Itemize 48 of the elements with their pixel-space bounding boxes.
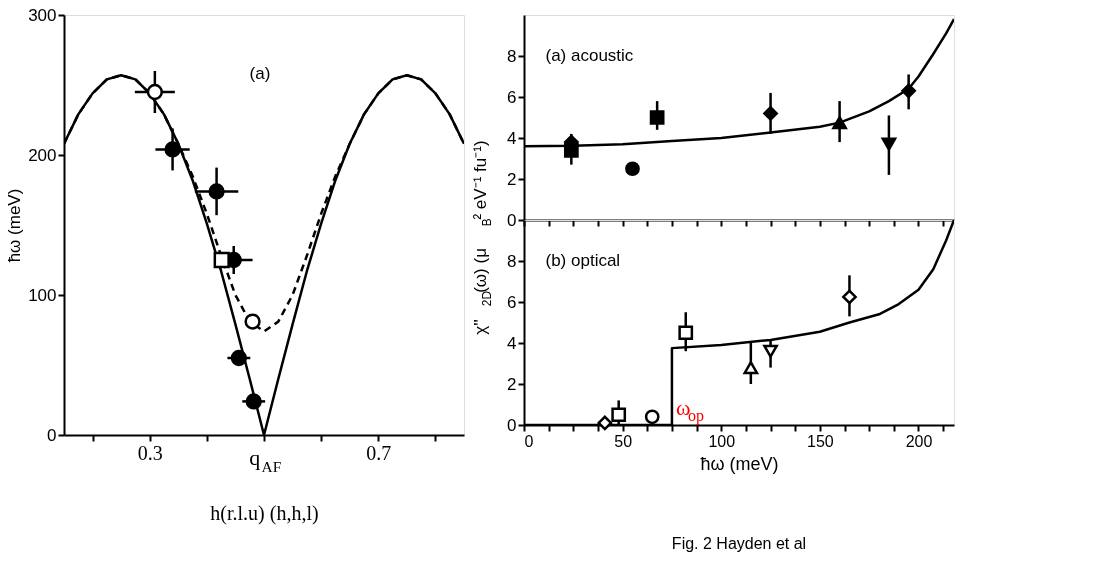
point	[146, 83, 163, 101]
point	[213, 251, 230, 269]
y-tick-label: 6	[507, 87, 517, 107]
y-tick-label: 0	[507, 210, 517, 230]
y-tick-label: 300	[28, 5, 57, 25]
x-tick-label: 50	[614, 432, 633, 450]
y-tick-label: 8	[507, 46, 517, 66]
y-tick-label: 8	[507, 251, 517, 271]
point	[763, 344, 778, 358]
y-tick-label: 6	[507, 292, 517, 312]
point	[881, 137, 897, 151]
point	[832, 116, 847, 130]
point	[208, 183, 225, 200]
x-tick-label: 0	[524, 432, 534, 450]
point	[743, 361, 759, 375]
x-tick-label: 200	[905, 432, 933, 450]
point	[611, 407, 627, 423]
x-tick-label: 150	[807, 432, 834, 450]
y-tick-label: 200	[28, 145, 57, 165]
point	[678, 325, 694, 341]
point	[230, 349, 247, 367]
annotation: (a)	[249, 63, 271, 83]
y-tick-label: 4	[507, 128, 517, 148]
point	[649, 110, 665, 125]
point	[244, 313, 261, 330]
y-tick-label: 100	[28, 285, 57, 305]
y-axis-title: ħω (meV)	[5, 188, 25, 263]
point	[901, 83, 917, 99]
x-axis-title: ħω (meV)	[700, 453, 779, 474]
point	[644, 409, 660, 425]
point	[597, 415, 613, 431]
caption: Fig. 2 Hayden et al	[671, 534, 807, 552]
point	[763, 106, 778, 121]
annotation: (a) acoustic	[545, 46, 634, 65]
point	[625, 161, 640, 177]
x-axis-title: h(r.l.u) (h,h,l)	[210, 501, 319, 525]
y-tick-label: 0	[507, 415, 517, 435]
x-tick-label: 100	[708, 432, 736, 450]
point	[842, 289, 857, 305]
y-tick-label: 2	[507, 374, 517, 394]
point	[164, 141, 181, 158]
point	[245, 393, 262, 410]
y-tick-label: 4	[507, 333, 517, 353]
x-tick-label: 0.3	[137, 441, 163, 464]
text: χ''2D(ω) (μB² eV⁻¹ fu⁻¹)	[471, 140, 495, 335]
y-tick-label: 2	[507, 169, 517, 189]
x-tick-label: 0.7	[366, 441, 392, 464]
annotation: (b) optical	[545, 251, 621, 270]
